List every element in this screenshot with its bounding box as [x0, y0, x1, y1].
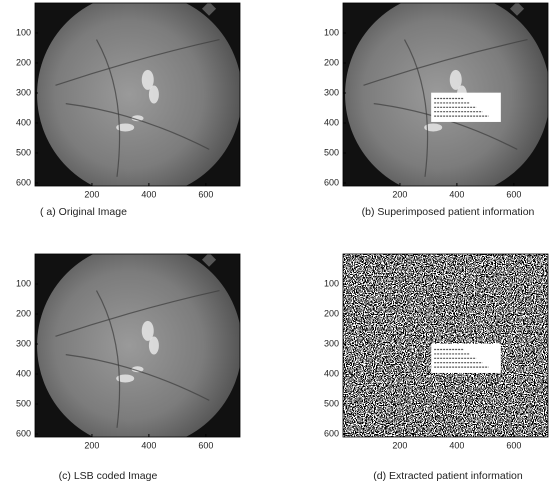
x-tick-label: 400 [141, 189, 156, 199]
y-tick-label: 300 [16, 338, 31, 348]
y-tick-label: 200 [16, 57, 31, 67]
y-tick-label: 600 [16, 428, 31, 438]
panel: 200 400 600 100 200 300 400 500 600 ( a) Original… [16, 0, 242, 218]
panel: 200 400 600 100 200 300 400 500 600 (c) LSB coded… [16, 243, 242, 482]
x-tick-label: 600 [198, 189, 213, 199]
bright-spot [149, 86, 159, 104]
y-tick-label: 100 [324, 27, 339, 37]
caption: (c) LSB coded Image [59, 470, 158, 482]
x-tick-label: 200 [392, 440, 407, 450]
y-tick-label: 400 [16, 117, 31, 127]
caption: (b) Superimposed patient information [362, 206, 535, 218]
y-tick-label: 500 [324, 147, 339, 157]
x-tick-label: 400 [449, 189, 464, 199]
x-tick-label: 200 [84, 440, 99, 450]
y-tick-label: 400 [16, 368, 31, 378]
x-tick-label: 600 [506, 440, 521, 450]
y-tick-label: 100 [324, 278, 339, 288]
x-tick-label: 400 [141, 440, 156, 450]
y-tick-label: 300 [324, 338, 339, 348]
y-tick-label: 500 [324, 398, 339, 408]
y-tick-label: 100 [16, 27, 31, 37]
panel: 200 400 600 100 200 300 400 500 600 (d) Extracted… [324, 254, 548, 482]
image [35, 243, 242, 448]
y-tick-label: 200 [324, 57, 339, 67]
fundus [37, 0, 242, 197]
fundus [37, 243, 242, 448]
y-tick-label: 400 [324, 368, 339, 378]
y-tick-label: 600 [16, 177, 31, 187]
panel: 200 400 600 100 200 300 400 500 600 (b) Superimpo… [324, 0, 550, 218]
y-tick-label: 400 [324, 117, 339, 127]
y-tick-label: 600 [324, 428, 339, 438]
y-tick-label: 300 [324, 87, 339, 97]
x-tick-label: 600 [506, 189, 521, 199]
y-tick-label: 500 [16, 398, 31, 408]
image [35, 0, 242, 197]
bright-spot [149, 337, 159, 355]
y-tick-label: 200 [324, 308, 339, 318]
image [343, 254, 548, 437]
y-tick-label: 600 [324, 177, 339, 187]
x-tick-label: 200 [84, 189, 99, 199]
caption: (d) Extracted patient information [373, 470, 523, 482]
x-tick-label: 400 [449, 440, 464, 450]
x-tick-label: 200 [392, 189, 407, 199]
y-tick-label: 100 [16, 278, 31, 288]
y-tick-label: 200 [16, 308, 31, 318]
figure: 200 400 600 100 200 300 400 500 600 ( a) Original… [0, 0, 553, 489]
y-tick-label: 500 [16, 147, 31, 157]
caption: ( a) Original Image [40, 206, 127, 218]
x-tick-label: 600 [198, 440, 213, 450]
y-tick-label: 300 [16, 87, 31, 97]
image [343, 0, 550, 197]
